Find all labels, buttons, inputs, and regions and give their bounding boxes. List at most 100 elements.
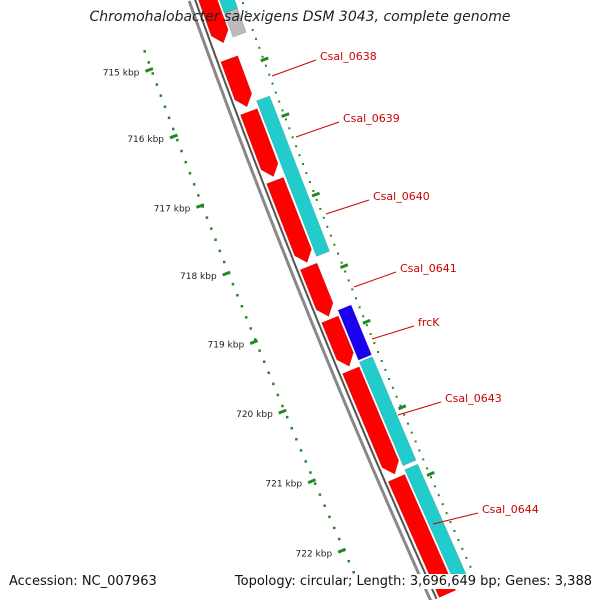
ruler-dot <box>167 116 171 120</box>
gene-label: Csal_0641 <box>400 262 457 275</box>
gene-label: Csal_0639 <box>343 112 400 125</box>
ruler-dot <box>205 216 209 219</box>
gene-label-leader <box>325 199 370 215</box>
ruler-dot <box>184 160 187 164</box>
inner-dot <box>312 190 315 192</box>
inner-dot <box>369 333 372 336</box>
ruler-tick-mark <box>307 478 317 485</box>
ruler-dot <box>214 238 217 241</box>
inner-dot <box>377 351 379 353</box>
inner-tick-mark <box>311 191 321 198</box>
inner-dot <box>255 37 257 40</box>
genome-backbone <box>187 0 438 600</box>
inner-tick-mark <box>339 263 349 269</box>
inner-dot <box>384 368 387 371</box>
inner-tick-mark <box>426 471 435 477</box>
ruler-dot <box>176 138 179 142</box>
inner-dot <box>302 163 304 166</box>
ruler-dot <box>143 50 146 53</box>
gene-label: Csal_0640 <box>373 190 430 203</box>
ruler-dot <box>333 526 336 530</box>
forward-cds-feature <box>321 315 354 367</box>
ruler-dot <box>276 393 280 397</box>
gene-label-leader <box>432 512 479 525</box>
reverse-cds-feature <box>358 356 417 467</box>
ruler-tick-mark <box>337 547 347 554</box>
ruler-dot <box>192 183 196 186</box>
ruler-tick-label: 717 kbp <box>154 204 191 214</box>
ruler-dot <box>249 327 252 330</box>
reverse-cds-feature <box>219 0 239 14</box>
inner-dot <box>271 82 274 85</box>
ruler-tick-mark <box>144 67 154 73</box>
ruler-dot <box>210 227 213 230</box>
inner-dot <box>461 547 464 550</box>
ruler-tick-mark <box>249 339 259 345</box>
inner-dot <box>251 28 254 31</box>
ruler-dot <box>258 349 261 352</box>
inner-dot <box>362 315 365 318</box>
ruler-ticks: 715 kbp 716 kbp 717 kbp 718 kbp 719 kbp 720 k… <box>103 67 347 559</box>
ruler-dot <box>147 61 150 64</box>
ruler-tick-mark <box>195 203 205 209</box>
frck-feature <box>337 304 373 361</box>
ruler-dot <box>223 260 226 264</box>
inner-dot <box>308 181 311 183</box>
ruler-dot <box>290 427 293 430</box>
inner-dot <box>344 270 347 273</box>
ruler-tick-label: 718 kbp <box>180 272 217 282</box>
inner-dot <box>399 404 402 407</box>
inner-dot <box>358 306 361 309</box>
inner-dot <box>465 556 468 559</box>
inner-dot <box>355 297 357 300</box>
ruler-dot <box>240 305 244 308</box>
gene-label-leaders <box>271 59 479 525</box>
ruler-tick-label: 716 kbp <box>127 135 164 145</box>
inner-dot <box>305 172 308 175</box>
inner-dot <box>281 109 284 112</box>
accession-text: Accession: NC_007963 <box>9 574 157 589</box>
ruler-dot <box>267 371 270 374</box>
inner-dot <box>437 494 440 497</box>
forward-cds-feature <box>341 366 400 475</box>
ruler-dot <box>285 415 289 419</box>
inner-dot <box>245 11 248 13</box>
inner-dot <box>410 431 413 434</box>
genome-backbone-line <box>194 0 438 600</box>
inner-dot <box>351 288 354 291</box>
inner-dot <box>315 198 318 201</box>
gene-labels: Csal_0638 Csal_0639 Csal_0640 Csal_0641 frcK… <box>320 50 539 516</box>
inner-dot <box>337 252 339 255</box>
inner-dot <box>457 539 460 541</box>
ruler-tick-label: 721 kbp <box>265 480 302 490</box>
inner-dot <box>295 145 298 148</box>
inner-tick-mark <box>281 112 290 118</box>
ruler-dot <box>263 360 266 363</box>
ruler-tick-mark <box>169 133 179 140</box>
ruler-dot <box>236 294 239 297</box>
inner-dot <box>329 234 332 237</box>
forward-cds-feature <box>220 55 253 108</box>
inner-dot <box>395 395 398 398</box>
inner-dot <box>333 243 336 246</box>
inner-dot <box>278 100 281 103</box>
ruler-tick-label: 715 kbp <box>103 68 140 78</box>
ruler-dot <box>304 460 307 463</box>
ruler-tick-label: 720 kbp <box>236 410 273 420</box>
ruler-dot <box>337 537 341 541</box>
ruler-dot <box>172 127 175 131</box>
inner-dot <box>380 360 383 362</box>
genome-backbone-line <box>187 0 433 600</box>
inner-dot <box>373 342 376 345</box>
inner-dot <box>298 154 301 157</box>
ruler-dot <box>151 72 154 75</box>
gene-label: Csal_0643 <box>445 392 502 405</box>
gene-label-leader <box>371 325 415 340</box>
forward-cds-feature <box>299 262 334 317</box>
ruler-tick-mark <box>278 408 287 415</box>
inner-dot <box>426 467 429 470</box>
ruler-dot <box>253 338 257 341</box>
inner-dotted-arc <box>242 2 476 577</box>
